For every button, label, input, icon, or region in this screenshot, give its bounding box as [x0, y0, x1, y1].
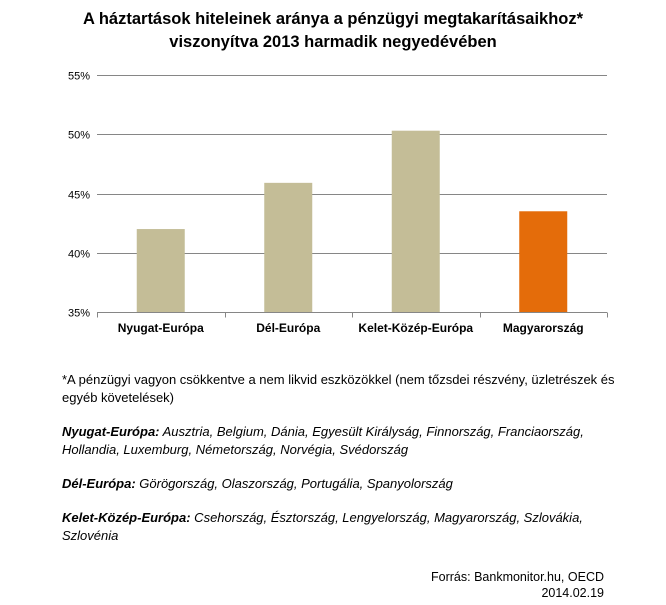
- chart-title-line-2: viszonyítva 2013 harmadik negyedévében: [169, 33, 497, 51]
- y-tick-label-45: 45%: [68, 190, 90, 202]
- chart-title-line-1: A háztartások hiteleinek aránya a pénzüg…: [82, 10, 584, 28]
- bar-chart: 35% 40% 45% 50% 55% Nyugat-Európa Dél-Európa K…: [68, 71, 608, 335]
- region-countries-western-europe: Ausztria, Belgium, Dánia, Egyesült Királ…: [62, 424, 584, 457]
- x-category-label-1: Nyugat-Európa: [118, 321, 204, 335]
- region-label-central-eastern-europe: Kelet-Közép-Európa:: [62, 510, 191, 525]
- y-tick-label-50: 50%: [68, 130, 90, 142]
- bar-1: [136, 229, 185, 312]
- bar-3: [391, 130, 440, 312]
- x-category-label-3: Kelet-Közép-Európa: [358, 321, 473, 335]
- region-note-western-europe: Nyugat-Európa: Ausztria, Belgium, Dánia,…: [62, 423, 622, 459]
- x-axis-category-labels: Nyugat-Európa Dél-Európa Kelet-Közép-Európ…: [118, 321, 584, 335]
- x-category-label-4: Magyarország: [503, 321, 584, 335]
- region-label-southern-europe: Dél-Európa:: [62, 476, 136, 491]
- x-axis: [97, 312, 608, 318]
- y-tick-label-35: 35%: [68, 308, 90, 320]
- y-tick-label-40: 40%: [68, 249, 90, 261]
- bars: [136, 130, 568, 312]
- chart-title: A háztartások hiteleinek aránya a pénzüg…: [0, 8, 666, 54]
- footnote: *A pénzügyi vagyon csökkentve a nem likv…: [62, 372, 615, 405]
- region-note-central-eastern-europe: Kelet-Közép-Európa: Csehország, Észtorsz…: [62, 509, 622, 545]
- source-text: Forrás: Bankmonitor.hu, OECD: [431, 570, 604, 584]
- region-countries-southern-europe: Görögország, Olaszország, Portugália, Sp…: [135, 476, 453, 491]
- y-tick-label-55: 55%: [68, 71, 90, 83]
- y-axis-tick-labels: 35% 40% 45% 50% 55%: [68, 71, 90, 320]
- bar-2: [264, 182, 313, 312]
- chart-notes: *A pénzügyi vagyon csökkentve a nem likv…: [62, 371, 622, 561]
- region-note-southern-europe: Dél-Európa: Görögország, Olaszország, Po…: [62, 475, 622, 493]
- region-label-western-europe: Nyugat-Európa:: [62, 424, 160, 439]
- region-countries-central-eastern-europe: Csehország, Észtország, Lengyelország, M…: [62, 510, 583, 543]
- source-date: 2014.02.19: [541, 586, 604, 600]
- bar-4: [519, 211, 568, 312]
- source-block: Forrás: Bankmonitor.hu, OECD 2014.02.19: [431, 569, 604, 601]
- x-category-label-2: Dél-Európa: [256, 321, 320, 335]
